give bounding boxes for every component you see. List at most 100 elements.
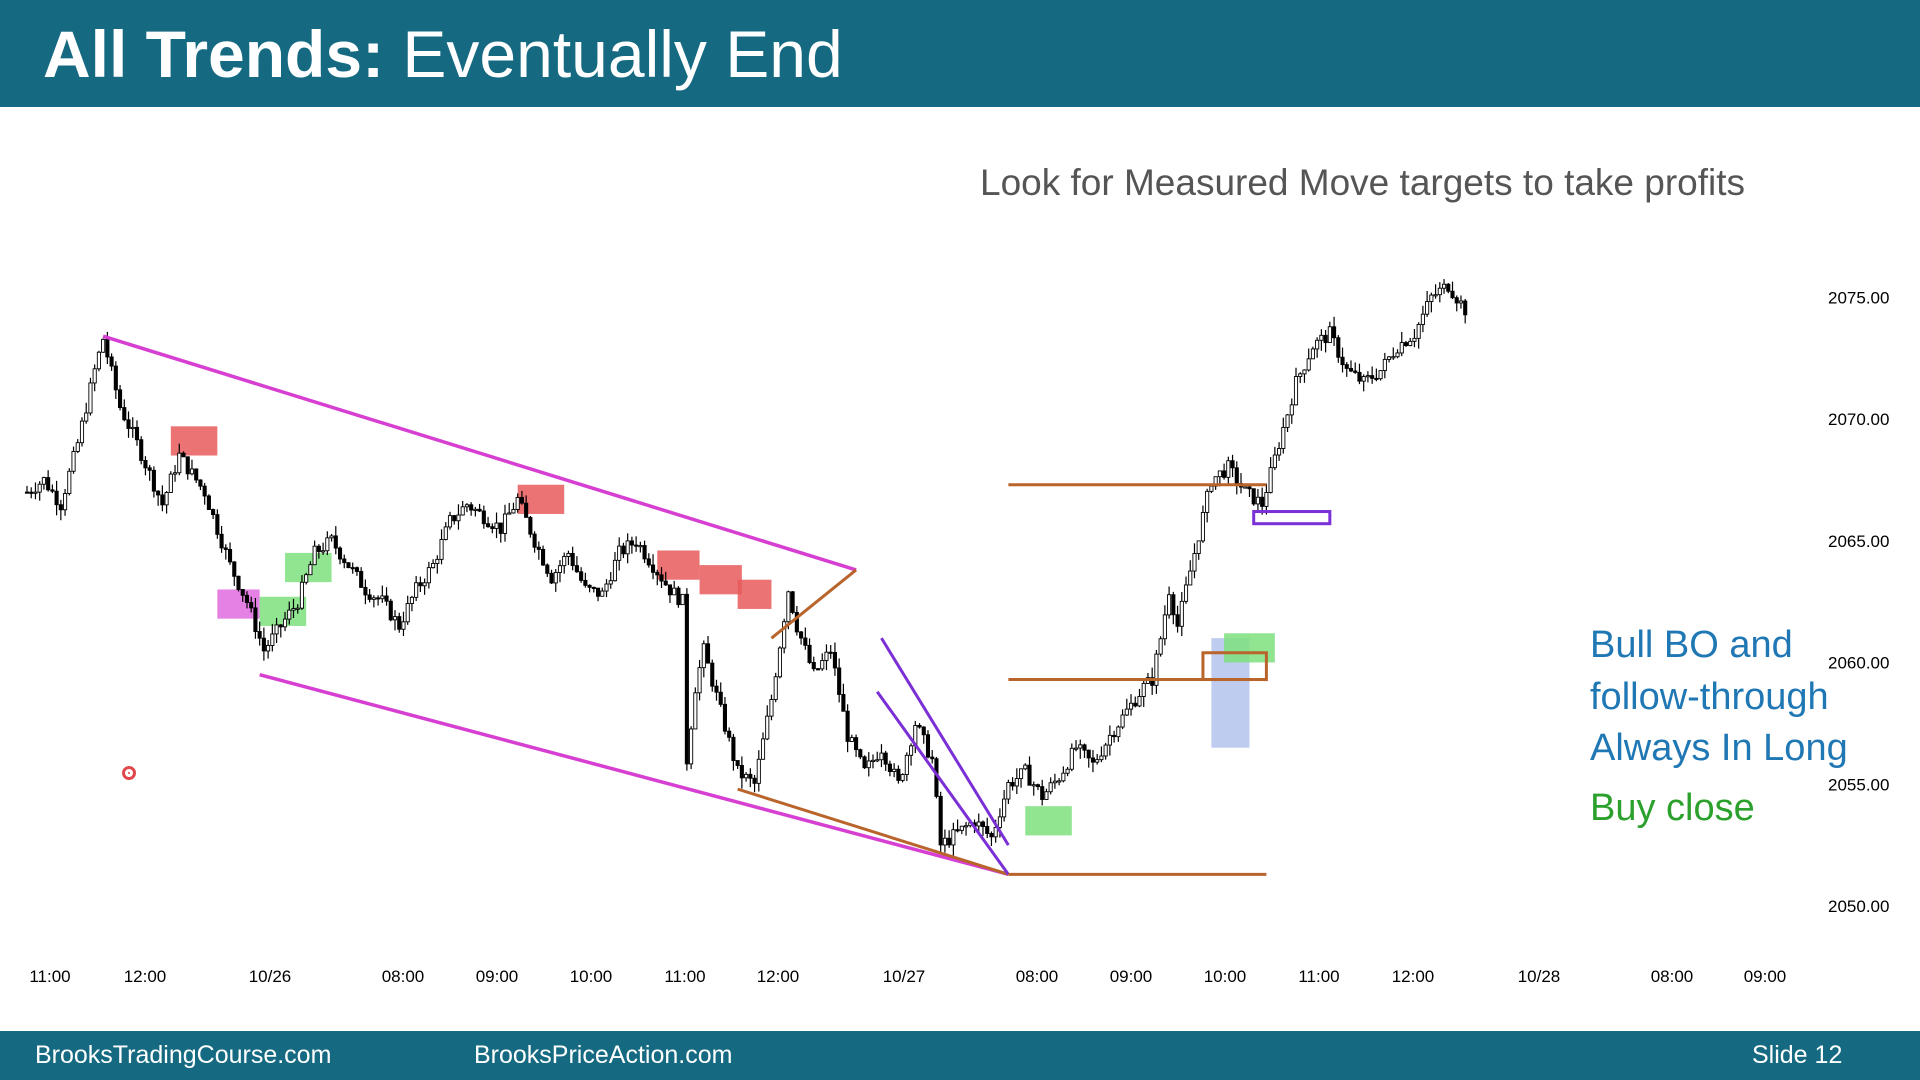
bull-candle-body — [282, 618, 288, 628]
bear-candle-body — [1090, 757, 1096, 763]
bull-candle-body — [562, 556, 567, 567]
candle — [756, 750, 761, 792]
candle — [854, 734, 859, 757]
x-tick-label: 09:00 — [1110, 967, 1153, 986]
candle — [608, 572, 613, 589]
bull-candle-body — [1196, 540, 1201, 554]
bear-candle-body — [1133, 702, 1138, 707]
bear-candle-body — [498, 522, 503, 534]
bear-candle-body — [376, 597, 381, 600]
bull-candle-body — [266, 645, 271, 652]
candle — [947, 830, 952, 848]
candle — [401, 611, 406, 637]
candle — [1103, 742, 1108, 760]
candle — [109, 353, 114, 371]
candle — [1158, 636, 1163, 657]
candle — [253, 598, 258, 639]
bull-signal-box — [285, 552, 332, 583]
bull-candle-body — [88, 382, 93, 414]
bull-candle-body — [1399, 342, 1404, 354]
candle — [282, 611, 288, 632]
footer-left: BrooksTradingCourse.com — [35, 1041, 332, 1069]
bull-candle-body — [75, 442, 80, 452]
candle — [198, 479, 203, 491]
candle — [799, 631, 804, 645]
bull-candle-body — [866, 760, 871, 769]
bull-candle-body — [892, 768, 897, 772]
candle — [811, 656, 816, 672]
bear-candle-body — [29, 491, 34, 494]
candle — [1302, 369, 1307, 383]
bear-candle-body — [198, 479, 203, 487]
candle — [815, 667, 821, 671]
bull-signal-box — [1025, 806, 1072, 836]
candle — [989, 831, 994, 847]
candle — [980, 820, 986, 836]
candle — [477, 503, 482, 513]
bull-candle-body — [1031, 784, 1036, 787]
bull-candle-body — [71, 451, 76, 472]
bear-candle-body — [579, 571, 584, 581]
candle — [760, 732, 766, 760]
bear-candle-body — [837, 667, 842, 695]
candle — [456, 504, 461, 530]
candle — [1183, 576, 1189, 604]
bear-candle-body — [655, 571, 660, 576]
bear-candle-body — [667, 584, 673, 596]
bull-candle-body — [270, 633, 275, 646]
bear-candle-body — [739, 765, 744, 779]
candle — [545, 563, 550, 577]
bull-candle-body — [909, 745, 914, 756]
candle — [655, 569, 660, 586]
bear-candle-body — [151, 469, 156, 492]
x-tick-label: 12:00 — [1392, 967, 1435, 986]
bull-candle-body — [1014, 778, 1019, 787]
bear-candle-body — [541, 548, 546, 566]
candle — [1281, 417, 1286, 454]
candle — [684, 588, 689, 771]
bull-candle-body — [1429, 294, 1434, 303]
bear-candle-body — [1260, 496, 1265, 507]
candle — [232, 561, 237, 586]
bear-candle-body — [354, 567, 359, 572]
candle — [951, 822, 956, 856]
candle — [672, 580, 677, 596]
candle — [312, 540, 317, 566]
bull-candle-body — [1128, 702, 1134, 710]
candle — [718, 682, 723, 707]
bull-candle-body — [511, 508, 516, 514]
gap-box — [1252, 510, 1332, 526]
bull-candle-body — [1255, 496, 1260, 505]
bear-candle-body — [896, 768, 901, 781]
bear-candle-body — [980, 821, 986, 827]
candle — [50, 484, 55, 494]
candle — [705, 636, 711, 664]
candle — [211, 508, 216, 520]
candle — [219, 525, 224, 553]
bear-candle-body — [50, 489, 55, 492]
bull-candle-body — [769, 699, 774, 717]
candle — [405, 595, 410, 625]
y-tick-label: 2055.00 — [1828, 775, 1889, 794]
bear-candle-body — [596, 587, 601, 597]
candle — [1251, 488, 1256, 506]
bull-candle-body — [401, 621, 406, 630]
candle — [1285, 413, 1290, 433]
bull-candle-body — [1162, 614, 1167, 640]
candle — [1437, 282, 1442, 303]
candle — [985, 817, 990, 839]
bull-candle-body — [786, 591, 791, 623]
candle — [1327, 321, 1332, 344]
candle — [1399, 331, 1404, 357]
bull-candle-body — [304, 574, 309, 583]
candle — [359, 567, 364, 588]
bull-candle-body — [680, 593, 685, 606]
bear-signal-box — [737, 579, 772, 609]
y-tick-label: 2075.00 — [1828, 288, 1889, 307]
bear-candle-body — [477, 508, 482, 512]
candle — [896, 765, 901, 784]
candle — [1014, 768, 1019, 795]
bear-candle-body — [799, 631, 804, 639]
candle — [777, 646, 782, 679]
candle — [735, 760, 740, 769]
